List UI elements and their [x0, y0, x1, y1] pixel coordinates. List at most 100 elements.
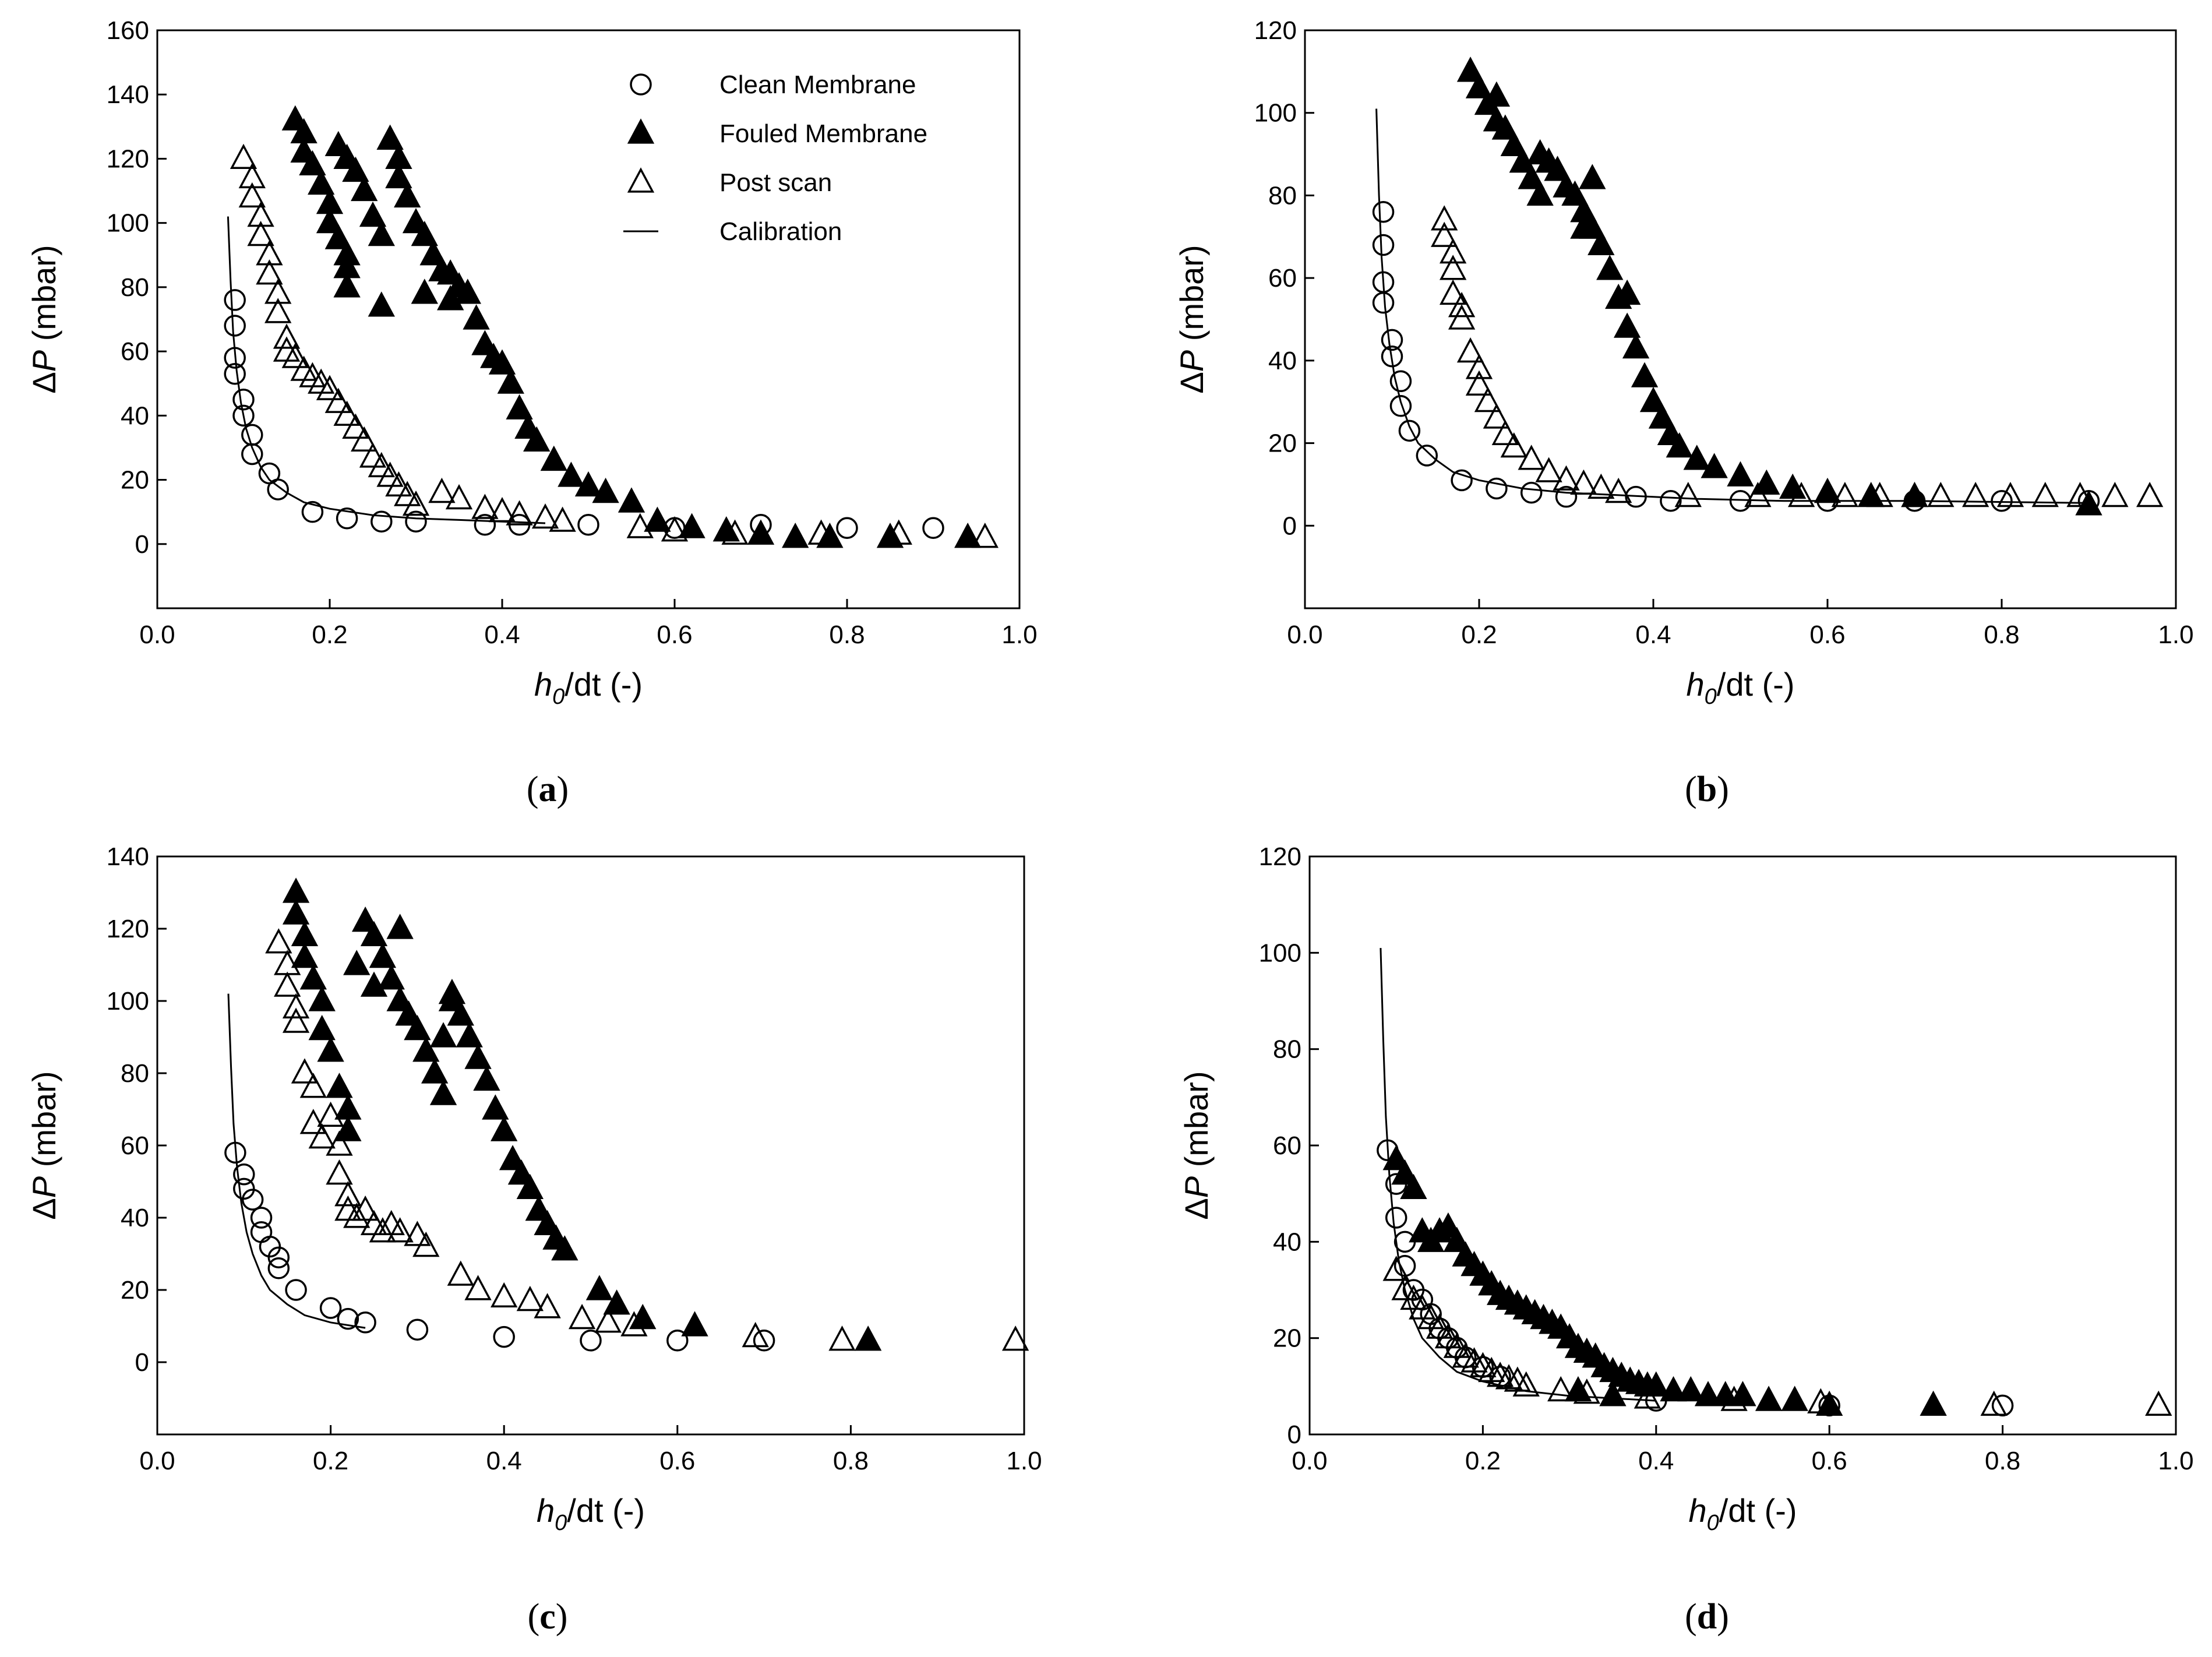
y-tick-label: 100 [1259, 939, 1301, 967]
plot-frame [156, 855, 1025, 1436]
plot-frame [1304, 29, 2177, 609]
fouled-membrane-point [282, 899, 310, 925]
series-calibration [1380, 948, 1656, 1402]
fouled-membrane-point [1613, 312, 1641, 338]
y-tick-label: 60 [121, 337, 149, 366]
clean-membrane-point [1381, 345, 1403, 368]
fouled-membrane-point [497, 368, 524, 394]
post-scan-point [620, 1311, 648, 1337]
series-post-scan [1382, 1256, 2172, 1416]
clean-membrane-point [354, 1312, 376, 1334]
post-scan-point [230, 143, 257, 170]
clean-membrane-point [232, 404, 255, 427]
clean-membrane-point [1385, 1207, 1407, 1229]
y-axis-label-unit: (mbar) [1173, 245, 1210, 350]
post-scan-point [273, 323, 301, 349]
fouled-membrane-point [360, 921, 388, 946]
post-scan-point [1426, 1313, 1454, 1339]
x-axis-label-sub: 0 [1707, 1511, 1719, 1535]
y-axis-label: ΔP (mbar) [26, 245, 62, 393]
x-tick-label: 0.6 [1812, 1447, 1847, 1475]
clean-membrane-point [267, 1257, 290, 1279]
post-scan-point [326, 1130, 353, 1156]
legend: Clean Membrane Fouled Membrane Post scan Ca… [623, 70, 927, 246]
x-axis-label-rest: /dt (-) [565, 666, 643, 703]
post-scan-point [1980, 1390, 2008, 1416]
calibration-curve [1375, 108, 2089, 504]
series-clean-membrane [1372, 201, 2100, 512]
y-tick-label: 60 [1268, 264, 1297, 292]
fouled-membrane-point [491, 1116, 518, 1141]
panel-caption: (c) [528, 1597, 568, 1637]
fouled-membrane-point [1677, 1376, 1705, 1402]
fouled-membrane-point [551, 1235, 578, 1261]
post-scan-point [326, 1159, 353, 1185]
post-scan-point [1720, 1385, 1748, 1411]
y-tick-label: 0 [135, 1348, 149, 1377]
series-calibration [227, 993, 366, 1329]
fouled-membrane-point [360, 971, 388, 997]
fouled-membrane-point [1781, 1385, 1808, 1411]
y-tick-label: 20 [1268, 429, 1297, 458]
y-tick-label: 120 [1259, 842, 1301, 871]
post-scan-point [359, 442, 387, 468]
post-scan-point [376, 461, 404, 487]
post-scan-point [1474, 387, 1502, 413]
y-axis-label-var: P [1178, 1176, 1215, 1198]
post-scan-point [394, 481, 421, 506]
post-scan-point [1382, 1256, 1410, 1281]
y-tick-label: 20 [121, 466, 149, 495]
fouled-membrane-point [681, 1311, 708, 1337]
fouled-membrane-point [1599, 1381, 1627, 1406]
post-scan-point [333, 400, 361, 426]
fouled-membrane-point [404, 1014, 431, 1041]
post-scan-point [1807, 1388, 1834, 1413]
fouled-membrane-point [1660, 1376, 1687, 1402]
x-axis-label-h: h [534, 666, 552, 703]
panel-caption-letter: d [1697, 1597, 1717, 1637]
clean-membrane-point [1372, 234, 1395, 256]
y-tick-label: 120 [107, 915, 149, 943]
post-scan-point [1409, 1294, 1436, 1320]
fouled-membrane-point [1526, 180, 1554, 206]
post-scan-point [491, 1282, 518, 1307]
post-scan-point [264, 298, 292, 323]
clean-membrane-point [336, 507, 358, 530]
post-scan-point [1605, 477, 1632, 503]
post-scan-point [506, 500, 533, 526]
chart-panel-b: 0 20 40 60 80 100 120 0.0 0.2 0.4 0.6 0.8 1.0 ΔP (mba… [1173, 16, 2194, 809]
post-scan-point [2101, 481, 2129, 507]
fouled-membrane-point [342, 156, 369, 182]
post-scan-point [885, 519, 912, 545]
y-axis-label-delta: Δ [1173, 372, 1210, 393]
post-scan-point [316, 375, 344, 400]
series-clean-membrane [224, 1141, 775, 1352]
x-tick-label: 0.8 [1985, 1447, 2020, 1475]
post-scan-point [282, 1007, 310, 1033]
x-tick-label: 0.2 [1465, 1447, 1501, 1475]
fouled-membrane-point [1491, 114, 1519, 140]
fouled-membrane-point [454, 278, 481, 304]
post-scan-point [2066, 481, 2094, 507]
clean-membrane-point [1381, 329, 1403, 351]
fouled-membrane-point [558, 461, 585, 487]
fouled-membrane-point [644, 506, 671, 532]
x-tick-label: 1.0 [1001, 621, 1037, 649]
post-scan-point [1674, 481, 1702, 507]
post-scan-point [1001, 1325, 1029, 1351]
post-scan-point [247, 221, 274, 246]
post-scan-point [1391, 1275, 1419, 1300]
fouled-membrane-point [1683, 445, 1710, 470]
series-fouled-membrane [1382, 1145, 1947, 1416]
fouled-membrane-point [954, 523, 982, 548]
x-tick-label: 0.0 [139, 621, 175, 649]
fouled-membrane-point [456, 1022, 483, 1048]
fouled-membrane-point [429, 1022, 457, 1048]
x-tick-label: 0.6 [1809, 621, 1845, 649]
post-scan-point [412, 1231, 440, 1257]
post-scan-point [445, 484, 473, 510]
post-scan-point [1547, 1376, 1575, 1402]
post-scan-point [1927, 481, 1955, 507]
post-scan-point [1518, 445, 1545, 470]
fouled-membrane-point [1391, 1159, 1419, 1185]
